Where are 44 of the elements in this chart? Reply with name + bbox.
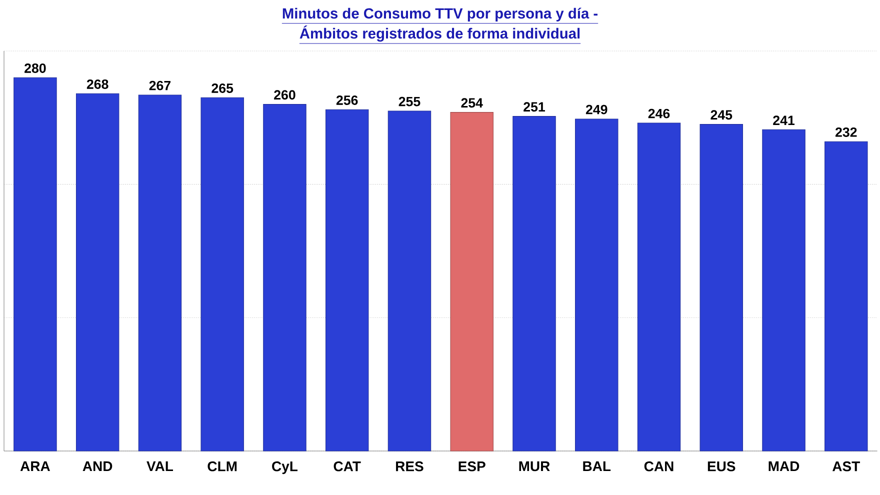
bar	[326, 109, 369, 452]
bar	[637, 122, 681, 452]
bar	[200, 97, 244, 452]
x-tick-label: EUS	[708, 461, 736, 472]
x-tick-label: CAT	[334, 461, 361, 472]
x-tick-label: CyL	[272, 461, 298, 474]
data-label: 254	[461, 98, 483, 108]
x-tick-label: MUR	[519, 461, 550, 472]
bar	[824, 141, 868, 452]
data-label: 245	[710, 110, 732, 120]
data-label: 246	[648, 108, 670, 118]
chart-subtitle: Ámbitos registrados de forma individual	[300, 26, 580, 42]
bar	[450, 112, 494, 452]
bar	[700, 124, 743, 452]
data-label: 249	[586, 104, 608, 114]
data-label: 255	[398, 96, 420, 106]
x-tick-label: CLM	[208, 461, 237, 472]
x-tick-label: ARA	[20, 461, 50, 472]
data-label: 268	[86, 80, 108, 89]
bar	[14, 77, 57, 452]
x-tick-label: ESP	[458, 461, 486, 472]
x-tick-label: BAL	[583, 461, 611, 472]
data-label: 265	[212, 84, 234, 93]
chart-title: Minutos de Consumo TTV por persona y día -	[282, 8, 598, 22]
data-label: 267	[149, 80, 171, 90]
bar	[388, 110, 432, 452]
data-label: 241	[773, 116, 795, 125]
x-tick-label: VAL	[146, 461, 174, 472]
bar	[76, 93, 120, 452]
bar	[575, 118, 618, 452]
data-label: 251	[524, 102, 545, 112]
x-tick-label: RES	[396, 461, 424, 472]
bar	[138, 94, 182, 452]
bar	[762, 129, 806, 452]
x-tick-label: MAD	[768, 461, 800, 472]
bar	[263, 104, 306, 452]
x-tick-label: AND	[82, 461, 112, 472]
x-tick-label: CAN	[644, 461, 674, 472]
data-label: 280	[24, 64, 46, 73]
data-label: 260	[274, 90, 296, 100]
data-label: 232	[835, 127, 857, 137]
bar	[512, 116, 556, 452]
data-label: 256	[336, 96, 358, 105]
x-tick-label: AST	[832, 461, 860, 472]
